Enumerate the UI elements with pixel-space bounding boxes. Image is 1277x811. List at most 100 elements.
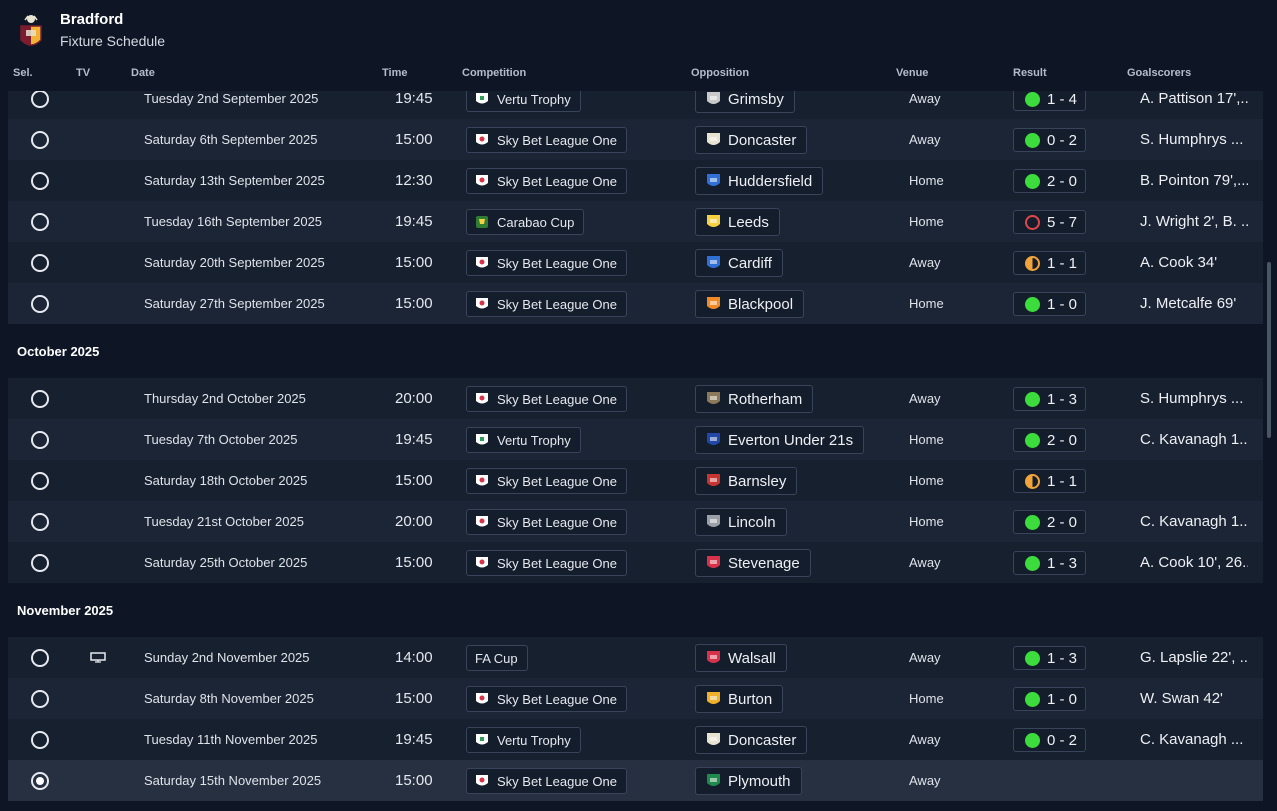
- fixture-row[interactable]: Tuesday 11th November 2025 19:45 Vertu Tro…: [8, 719, 1263, 760]
- opposition-chip[interactable]: Grimsby: [695, 91, 795, 113]
- fixture-date: Saturday 20th September 2025: [144, 255, 325, 270]
- competition-chip[interactable]: Sky Bet League One: [466, 127, 627, 153]
- fixture-row[interactable]: Tuesday 2nd September 2025 19:45 Vertu Tro…: [8, 91, 1263, 119]
- column-header-date[interactable]: Date: [131, 67, 155, 79]
- competition-chip[interactable]: Sky Bet League One: [466, 550, 627, 576]
- opposition-chip[interactable]: Leeds: [695, 208, 780, 236]
- competition-chip[interactable]: Sky Bet League One: [466, 291, 627, 317]
- competition-chip[interactable]: Sky Bet League One: [466, 386, 627, 412]
- competition-chip[interactable]: Sky Bet League One: [466, 168, 627, 194]
- fixture-date: Saturday 8th November 2025: [144, 691, 314, 706]
- result-win-icon: [1025, 173, 1040, 189]
- result-chip[interactable]: 1 - 0: [1013, 687, 1086, 711]
- select-radio[interactable]: [31, 91, 49, 108]
- opposition-chip[interactable]: Cardiff: [695, 249, 783, 277]
- select-radio[interactable]: [31, 131, 49, 149]
- opposition-chip[interactable]: Huddersfield: [695, 167, 824, 195]
- opposition-chip[interactable]: Lincoln: [695, 508, 787, 536]
- select-radio[interactable]: [31, 431, 49, 449]
- select-radio[interactable]: [31, 513, 49, 531]
- select-radio[interactable]: [31, 554, 49, 572]
- goalscorers: W. Swan 42': [1140, 690, 1223, 707]
- column-header-tv[interactable]: TV: [76, 67, 91, 79]
- column-header-competition[interactable]: Competition: [462, 67, 527, 79]
- result-chip[interactable]: 0 - 2: [1013, 728, 1086, 752]
- select-radio[interactable]: [31, 390, 49, 408]
- column-header-venue[interactable]: Venue: [896, 67, 929, 79]
- select-radio[interactable]: [31, 295, 49, 313]
- opposition-crest-icon: [707, 556, 720, 568]
- competition-chip[interactable]: FA Cup: [466, 645, 528, 671]
- scrollbar-track[interactable]: [1265, 91, 1271, 811]
- result-win-icon: [1025, 391, 1040, 407]
- competition-chip[interactable]: Sky Bet League One: [466, 250, 627, 276]
- result-chip[interactable]: 1 - 1: [1013, 469, 1086, 493]
- select-radio[interactable]: [31, 772, 49, 790]
- fixture-row[interactable]: Saturday 18th October 2025 15:00 Sky Bet L…: [8, 460, 1263, 501]
- competition-chip[interactable]: Vertu Trophy: [466, 427, 581, 453]
- competition-chip[interactable]: Sky Bet League One: [466, 768, 627, 794]
- competition-chip[interactable]: Vertu Trophy: [466, 727, 581, 753]
- result-chip[interactable]: 1 - 3: [1013, 387, 1086, 411]
- scrollbar-thumb[interactable]: [1267, 262, 1271, 438]
- select-radio[interactable]: [31, 172, 49, 190]
- fixture-row[interactable]: Saturday 27th September 2025 15:00 Sky Bet…: [8, 283, 1263, 324]
- fixture-list[interactable]: Tuesday 2nd September 2025 19:45 Vertu Tro…: [8, 91, 1263, 811]
- fixture-time: 12:30: [395, 172, 433, 189]
- fixture-row[interactable]: Tuesday 21st October 2025 20:00 Sky Bet Le…: [8, 501, 1263, 542]
- result-chip[interactable]: 1 - 4: [1013, 91, 1086, 111]
- opposition-chip[interactable]: Doncaster: [695, 726, 808, 754]
- competition-chip[interactable]: Sky Bet League One: [466, 509, 627, 535]
- select-radio[interactable]: [31, 213, 49, 231]
- column-header-goalscorers[interactable]: Goalscorers: [1127, 67, 1192, 79]
- select-radio[interactable]: [31, 731, 49, 749]
- competition-chip[interactable]: Sky Bet League One: [466, 468, 627, 494]
- opposition-chip[interactable]: Rotherham: [695, 385, 814, 413]
- result-score: 0 - 2: [1047, 731, 1078, 749]
- fixture-venue: Away: [909, 391, 941, 406]
- select-radio[interactable]: [31, 690, 49, 708]
- select-radio[interactable]: [31, 254, 49, 272]
- opposition-chip[interactable]: Walsall: [695, 644, 787, 672]
- fixture-row[interactable]: Saturday 20th September 2025 15:00 Sky Bet…: [8, 242, 1263, 283]
- competition-icon: [475, 215, 489, 229]
- result-score: 1 - 4: [1047, 91, 1078, 108]
- competition-chip[interactable]: Vertu Trophy: [466, 91, 581, 112]
- result-chip[interactable]: 2 - 0: [1013, 169, 1086, 193]
- fixture-row[interactable]: Saturday 25th October 2025 15:00 Sky Bet L…: [8, 542, 1263, 583]
- opposition-chip[interactable]: Blackpool: [695, 290, 805, 318]
- fixture-row[interactable]: Sunday 2nd November 2025 14:00 FA Cup Walsa…: [8, 637, 1263, 678]
- fixture-row[interactable]: Tuesday 16th September 2025 19:45 Carabao …: [8, 201, 1263, 242]
- fixture-row[interactable]: Saturday 15th November 2025 15:00 Sky Bet …: [8, 760, 1263, 801]
- fixture-row[interactable]: Saturday 8th November 2025 15:00 Sky Bet L…: [8, 678, 1263, 719]
- fixture-row[interactable]: Saturday 6th September 2025 15:00 Sky Bet …: [8, 119, 1263, 160]
- column-header-time[interactable]: Time: [382, 67, 408, 79]
- competition-chip[interactable]: Carabao Cup: [466, 209, 585, 235]
- competition-name: Vertu Trophy: [497, 91, 571, 107]
- competition-icon: [475, 256, 489, 270]
- competition-chip[interactable]: Sky Bet League One: [466, 686, 627, 712]
- fixture-row[interactable]: Tuesday 7th October 2025 19:45 Vertu Troph…: [8, 419, 1263, 460]
- fixture-row[interactable]: Saturday 13th September 2025 12:30 Sky Bet…: [8, 160, 1263, 201]
- result-chip[interactable]: 1 - 0: [1013, 292, 1086, 316]
- result-chip[interactable]: 2 - 0: [1013, 428, 1086, 452]
- result-chip[interactable]: 1 - 3: [1013, 646, 1086, 670]
- opposition-chip[interactable]: Doncaster: [695, 126, 808, 154]
- column-header-opposition[interactable]: Opposition: [691, 67, 750, 79]
- result-chip[interactable]: 1 - 1: [1013, 251, 1086, 275]
- result-chip[interactable]: 2 - 0: [1013, 510, 1086, 534]
- result-chip[interactable]: 1 - 3: [1013, 551, 1086, 575]
- fixture-row[interactable]: Thursday 2nd October 2025 20:00 Sky Bet Le…: [8, 378, 1263, 419]
- result-chip[interactable]: 5 - 7: [1013, 210, 1086, 234]
- opposition-chip[interactable]: Plymouth: [695, 767, 802, 795]
- fixture-time: 14:00: [395, 649, 433, 666]
- opposition-chip[interactable]: Burton: [695, 685, 784, 713]
- result-chip[interactable]: 0 - 2: [1013, 128, 1086, 152]
- opposition-chip[interactable]: Stevenage: [695, 549, 811, 577]
- opposition-chip[interactable]: Everton Under 21s: [695, 426, 865, 454]
- column-header-result[interactable]: Result: [1013, 67, 1047, 79]
- select-radio[interactable]: [31, 649, 49, 667]
- column-header-sel[interactable]: Sel.: [13, 67, 33, 79]
- opposition-chip[interactable]: Barnsley: [695, 467, 798, 495]
- select-radio[interactable]: [31, 472, 49, 490]
